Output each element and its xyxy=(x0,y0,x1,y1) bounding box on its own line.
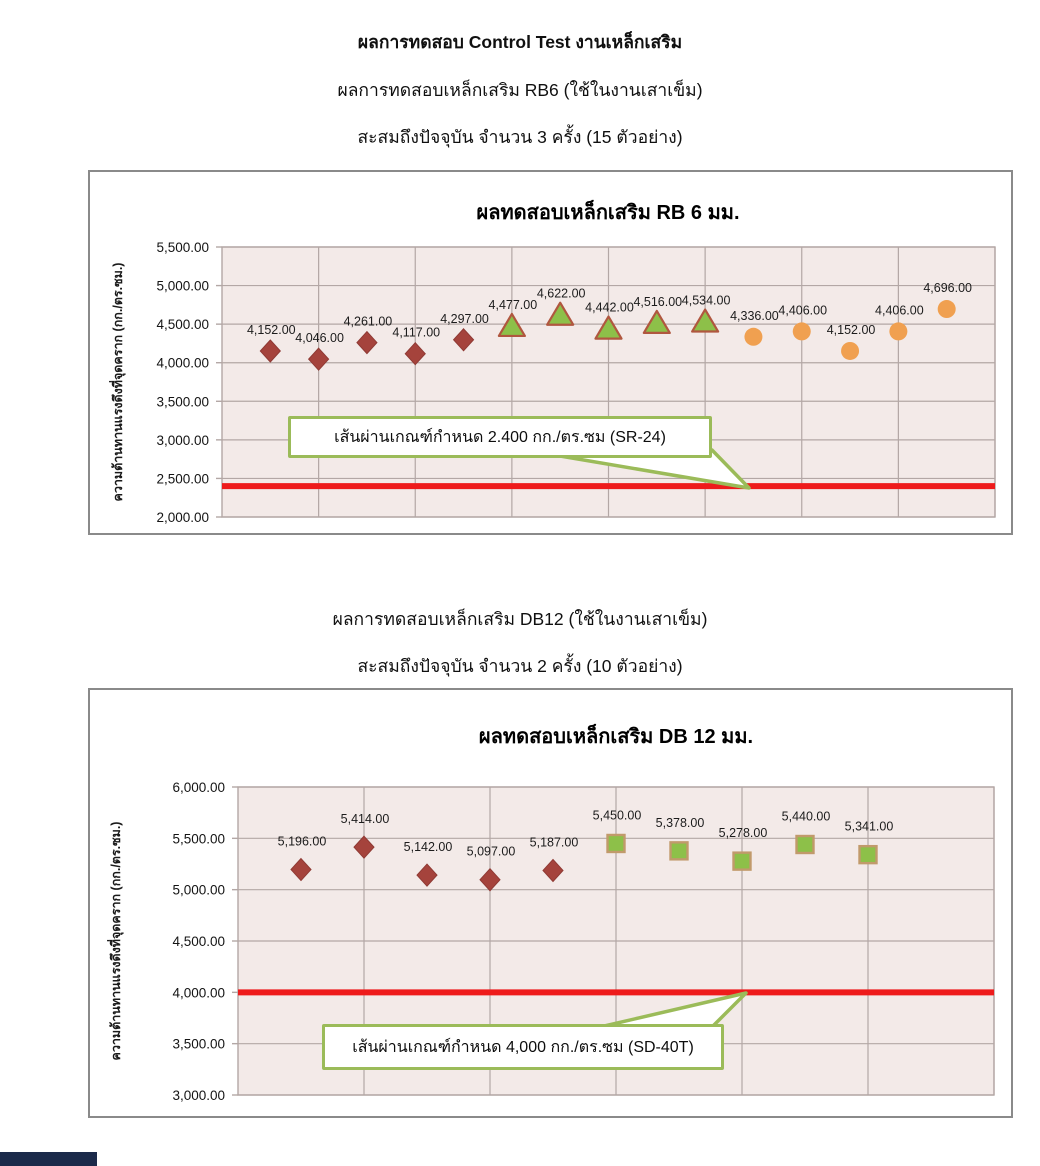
marker-diamond xyxy=(479,867,501,892)
doc-subtitle-rb6-count: สะสมถึงปัจจุบัน จำนวน 3 ครั้ง (15 ตัวอย่… xyxy=(357,127,683,147)
marker-circle xyxy=(744,327,763,346)
y-tick-label: 4,000.00 xyxy=(172,985,225,1000)
y-tick-label: 5,500.00 xyxy=(172,831,225,846)
marker-circle xyxy=(889,322,908,341)
data-label: 4,516.00 xyxy=(633,295,682,309)
y-tick-label: 5,000.00 xyxy=(172,883,225,898)
data-label: 4,477.00 xyxy=(489,298,538,312)
footer-bar-fragment xyxy=(0,1152,97,1166)
data-label: 4,046.00 xyxy=(295,331,344,345)
data-label: 4,406.00 xyxy=(778,303,827,317)
marker-square xyxy=(858,844,878,865)
marker-circle xyxy=(937,300,956,319)
data-label: 5,378.00 xyxy=(656,816,705,830)
y-tick-label: 3,000.00 xyxy=(156,433,209,448)
marker-diamond xyxy=(356,330,378,355)
marker-square xyxy=(606,833,626,854)
marker-circle xyxy=(841,341,860,360)
y-tick-label: 3,500.00 xyxy=(172,1037,225,1052)
y-tick-label: 4,500.00 xyxy=(156,317,209,332)
data-label: 4,336.00 xyxy=(730,309,779,323)
data-label: 5,097.00 xyxy=(467,845,516,859)
data-label: 4,534.00 xyxy=(682,294,731,308)
data-label: 5,187.00 xyxy=(530,835,579,849)
marker-diamond xyxy=(452,328,475,352)
data-label: 4,261.00 xyxy=(344,315,393,329)
y-tick-label: 3,000.00 xyxy=(172,1088,225,1103)
data-label: 5,440.00 xyxy=(782,809,831,823)
data-label: 5,278.00 xyxy=(719,826,768,840)
chart-db12-limit-callout: เส้นผ่านเกณฑ์กำหนด 4,000 กก./ตร.ซม (SD-4… xyxy=(322,1024,724,1070)
marker-diamond xyxy=(290,857,312,882)
data-label: 5,341.00 xyxy=(845,820,894,834)
marker-circle xyxy=(792,322,811,341)
marker-diamond xyxy=(542,858,564,883)
doc-subtitle-db12-count: สะสมถึงปัจจุบัน จำนวน 2 ครั้ง (10 ตัวอย่… xyxy=(357,656,683,676)
data-label: 5,414.00 xyxy=(341,812,390,826)
data-label: 4,406.00 xyxy=(875,303,924,317)
y-tick-label: 2,000.00 xyxy=(156,510,209,525)
data-label: 5,142.00 xyxy=(404,840,453,854)
chart-db12: 6,000.00 5,500.00 5,000.00 4,500.00 4,000.00… xyxy=(88,688,1013,1118)
chart-db12-y-axis-title: ความต้านทานแรงดึงที่จุดคราก (กก./ตร.ซม.) xyxy=(109,821,123,1061)
y-tick-label: 4,500.00 xyxy=(172,934,225,949)
doc-subtitle-rb6: ผลการทดสอบเหล็กเสริม RB6 (ใช้ในงานเสาเข็… xyxy=(337,80,703,100)
doc-subtitle-db12: ผลการทดสอบเหล็กเสริม DB12 (ใช้ในงานเสาเข… xyxy=(332,609,708,629)
marker-square xyxy=(732,851,752,871)
marker-diamond xyxy=(404,341,426,366)
marker-diamond xyxy=(259,339,281,363)
marker-square xyxy=(795,834,815,855)
data-label: 4,696.00 xyxy=(923,281,972,295)
marker-diamond xyxy=(307,347,330,371)
marker-triangle xyxy=(691,308,720,333)
data-label: 5,196.00 xyxy=(278,835,327,849)
marker-diamond xyxy=(353,835,375,859)
chart-rb6: 5,500.00 5,000.00 4,500.00 4,000.00 3,500.00… xyxy=(88,170,1013,535)
data-label: 4,442.00 xyxy=(585,301,634,315)
y-tick-label: 6,000.00 xyxy=(172,780,225,795)
y-tick-label: 4,000.00 xyxy=(156,356,209,371)
marker-triangle xyxy=(546,301,575,326)
chart-db12-title: ผลทดสอบเหล็กเสริม DB 12 มม. xyxy=(478,726,754,748)
marker-diamond xyxy=(416,863,438,887)
data-label: 5,450.00 xyxy=(593,808,642,822)
data-label: 4,152.00 xyxy=(827,323,876,337)
doc-title: ผลการทดสอบ Control Test งานเหล็กเสริม xyxy=(357,32,683,52)
chart-rb6-title: ผลทดสอบเหล็กเสริม RB 6 มม. xyxy=(476,202,740,224)
y-tick-label: 5,500.00 xyxy=(156,240,209,255)
marker-triangle xyxy=(594,315,623,340)
y-tick-label: 2,500.00 xyxy=(156,471,209,486)
data-label: 4,622.00 xyxy=(537,287,586,301)
marker-square xyxy=(669,841,689,861)
y-tick-label: 5,000.00 xyxy=(156,279,209,294)
data-label: 4,152.00 xyxy=(247,323,296,337)
marker-triangle xyxy=(642,309,671,335)
marker-triangle xyxy=(497,312,526,338)
data-label: 4,117.00 xyxy=(392,326,440,340)
y-tick-label: 3,500.00 xyxy=(156,394,209,409)
chart-rb6-y-axis-title: ความต้านทานแรงดึงที่จุดคราก (กก./ตร.ซม.) xyxy=(111,262,125,502)
data-label: 4,297.00 xyxy=(440,312,489,326)
chart-rb6-limit-callout: เส้นผ่านเกณฑ์กำหนด 2.400 กก./ตร.ซม (SR-2… xyxy=(288,416,712,458)
